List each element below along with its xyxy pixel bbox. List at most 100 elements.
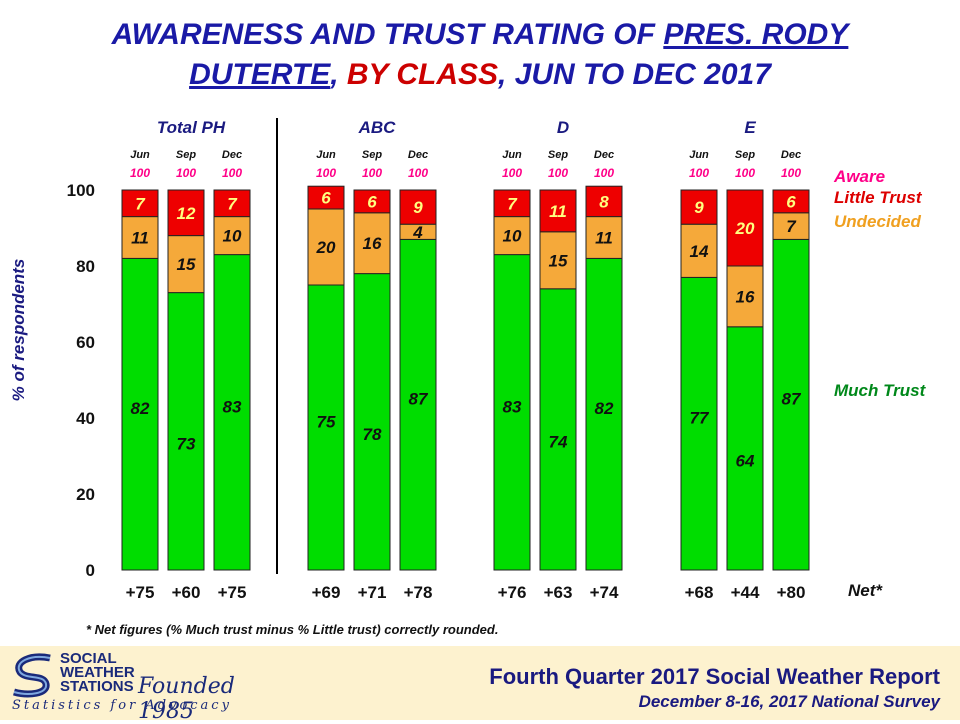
group-label: Total PH	[157, 118, 226, 137]
chart-title-line1: AWARENESS AND TRUST RATING OF PRES. RODY	[0, 16, 960, 54]
title-part3: DUTERTE	[189, 58, 331, 91]
little-trust-value: 7	[507, 194, 518, 213]
bar-little-trust	[121, 189, 159, 218]
y-tick-label: 40	[76, 409, 95, 428]
sws-name-line1: SOCIAL	[60, 650, 117, 667]
bar-little-trust	[213, 189, 251, 218]
aware-value: 100	[689, 166, 709, 180]
group-label: D	[557, 118, 569, 137]
month-label: Jun	[689, 149, 709, 161]
month-label: Dec	[408, 149, 428, 161]
bar-little-trust	[493, 189, 531, 218]
bar-little-trust	[772, 189, 810, 214]
much-trust-value: 78	[363, 425, 382, 444]
title-part2: PRES. RODY	[663, 18, 849, 51]
month-label: Sep	[362, 149, 382, 161]
much-trust-value: 87	[782, 390, 802, 409]
title-part1: AWARENESS AND TRUST RATING OF	[111, 18, 664, 51]
month-label: Jun	[130, 149, 150, 161]
sws-logo: SOCIAL WEATHER STATIONS Founded 1985 Sta…	[10, 650, 270, 724]
little-trust-value: 7	[135, 194, 146, 213]
aware-value: 100	[548, 166, 568, 180]
y-axis-title: % of respondents	[9, 259, 28, 402]
net-value: +75	[218, 583, 247, 602]
undecided-value: 10	[223, 227, 242, 246]
net-value: +74	[590, 583, 619, 602]
y-tick-label: 100	[67, 181, 95, 200]
stacked-bar-chart: 0 20 40 60 80 100 % of respondents Total PH Jun 1…	[9, 118, 927, 602]
undecided-value: 11	[131, 229, 149, 248]
legend-aware: Aware	[833, 167, 885, 186]
title-part5: BY CLASS	[346, 58, 499, 91]
bar-undecided	[167, 235, 205, 294]
sws-name: SOCIAL WEATHER STATIONS	[60, 650, 135, 695]
bar-little-trust	[399, 189, 437, 225]
little-trust-value: 11	[549, 202, 567, 221]
aware-value: 100	[502, 166, 522, 180]
undecided-value: 11	[595, 229, 613, 248]
undecided-value: 7	[786, 217, 797, 236]
footnote: * Net figures (% Much trust minus % Litt…	[86, 622, 499, 637]
aware-value: 100	[594, 166, 614, 180]
little-trust-value: 9	[694, 198, 704, 217]
month-label: Sep	[548, 149, 568, 161]
sws-name-line2: WEATHER	[60, 664, 135, 681]
much-trust-value: 83	[503, 397, 522, 416]
bar-much-trust	[585, 257, 623, 571]
aware-value: 100	[130, 166, 150, 180]
legend-little-trust: Little Trust	[834, 188, 923, 207]
aware-value: 100	[735, 166, 755, 180]
bar-little-trust	[167, 189, 205, 237]
little-trust-value: 7	[227, 194, 238, 213]
undecided-value: 16	[736, 287, 755, 306]
bar-undecided	[307, 208, 345, 286]
undecided-value: 4	[412, 223, 423, 242]
bar-much-trust	[213, 254, 251, 571]
footer-band	[0, 646, 960, 720]
bar-undecided	[680, 223, 718, 278]
net-value: +63	[544, 583, 573, 602]
little-trust-value: 8	[599, 192, 609, 211]
much-trust-value: 83	[223, 397, 242, 416]
month-label: Dec	[781, 149, 801, 161]
y-tick-label: 0	[86, 561, 95, 580]
little-trust-value: 6	[367, 192, 377, 211]
bar-little-trust	[585, 185, 623, 218]
title-part6: , JUN TO DEC 2017	[498, 58, 771, 91]
much-trust-value: 77	[690, 409, 710, 428]
month-label: Sep	[735, 149, 755, 161]
sws-swirl-icon	[13, 653, 51, 698]
bar-much-trust	[399, 238, 437, 571]
little-trust-value: 12	[177, 204, 196, 223]
aware-value: 100	[316, 166, 336, 180]
bar-much-trust	[493, 254, 531, 571]
bar-much-trust	[353, 273, 391, 571]
bar-undecided	[539, 231, 577, 290]
undecided-value: 14	[690, 242, 709, 261]
legend-undecided: Undecided	[834, 212, 922, 231]
bar-little-trust	[539, 189, 577, 233]
much-trust-value: 82	[131, 399, 150, 418]
aware-value: 100	[362, 166, 382, 180]
net-value: +75	[126, 583, 155, 602]
month-label: Jun	[316, 149, 336, 161]
bar-little-trust	[353, 189, 391, 214]
net-value: +71	[358, 583, 387, 602]
sws-name-line3: STATIONS	[60, 678, 134, 695]
much-trust-value: 87	[409, 390, 429, 409]
much-trust-value: 82	[595, 399, 614, 418]
survey-dates: December 8-16, 2017 National Survey	[638, 692, 940, 711]
chart-title-line2: DUTERTE, BY CLASS, JUN TO DEC 2017	[0, 56, 960, 94]
much-trust-value: 74	[549, 432, 568, 451]
month-label: Jun	[502, 149, 522, 161]
aware-value: 100	[408, 166, 428, 180]
little-trust-value: 6	[786, 192, 796, 211]
bar-much-trust	[539, 288, 577, 571]
little-trust-value: 9	[413, 198, 423, 217]
net-value: +68	[685, 583, 714, 602]
net-value: +60	[172, 583, 201, 602]
bar-undecided	[493, 216, 531, 256]
month-label: Sep	[176, 149, 196, 161]
undecided-value: 10	[503, 227, 522, 246]
group-label: E	[744, 118, 756, 137]
